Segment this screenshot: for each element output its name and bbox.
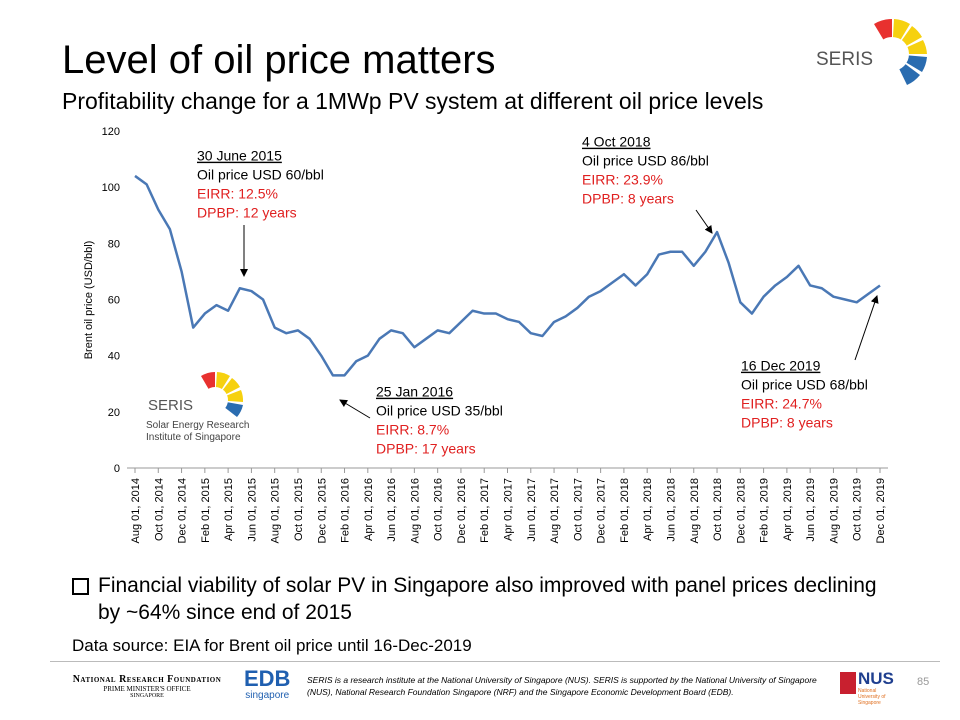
x-tick-label: Aug 01, 2016 (409, 478, 421, 543)
annotation-date: 30 June 2015 (197, 148, 282, 164)
x-tick-label: Jun 01, 2017 (526, 478, 538, 542)
footer-text: SERIS is a research institute at the Nat… (307, 675, 817, 697)
x-tick-label: Apr 01, 2019 (782, 478, 794, 541)
y-tick-label: 20 (108, 407, 120, 419)
x-tick-label: Oct 01, 2015 (293, 478, 305, 541)
slide-subtitle: Profitability change for a 1MWp PV syste… (62, 88, 764, 114)
y-tick-label: 60 (108, 295, 120, 307)
annotation-price: Oil price USD 68/bbl (741, 377, 868, 393)
x-tick-label: Apr 01, 2015 (223, 478, 235, 541)
annotation-dpbp: DPBP: 17 years (376, 441, 476, 457)
x-tick-label: Dec 01, 2018 (735, 478, 747, 543)
logo-text: SERIS (148, 397, 193, 414)
x-tick-label: Feb 01, 2019 (759, 478, 771, 543)
x-tick-label: Dec 01, 2016 (456, 478, 468, 543)
y-tick-label: 100 (102, 182, 120, 194)
annotation-price: Oil price USD 86/bbl (582, 153, 709, 169)
annotation-dpbp: DPBP: 8 years (582, 191, 674, 207)
annotation-dpbp: DPBP: 8 years (741, 415, 833, 431)
logo-text: SERIS (816, 49, 873, 70)
x-tick-label: Apr 01, 2018 (642, 478, 654, 541)
page-number: 85 (917, 676, 930, 688)
x-tick-label: Dec 01, 2017 (596, 478, 608, 543)
logo-caption: Solar Energy Research Institute of Singa… (146, 420, 250, 443)
x-tick-label: Feb 01, 2016 (340, 478, 352, 543)
x-tick-label: Oct 01, 2014 (153, 478, 165, 541)
data-source: Data source: EIA for Brent oil price unt… (72, 636, 472, 655)
nus-name: NUS (858, 669, 894, 688)
annotations: 30 June 2015 Oil price USD 60/bbl EIRR: … (197, 134, 879, 457)
x-tick-label: Dec 01, 2015 (316, 478, 328, 543)
footer-rule (50, 661, 940, 662)
x-tick-label: Apr 01, 2017 (503, 478, 515, 541)
annotation-date: 4 Oct 2018 (582, 134, 651, 150)
annotation-dpbp: DPBP: 12 years (197, 205, 297, 221)
annotation-eirr: EIRR: 24.7% (741, 396, 822, 412)
edb-name: EDB (244, 666, 291, 691)
x-tick-label: Jun 01, 2016 (386, 478, 398, 542)
x-tick-label: Jun 01, 2018 (665, 478, 677, 542)
y-tick-label: 80 (108, 238, 120, 250)
x-tick-label: Dec 01, 2019 (875, 478, 887, 543)
arrow (339, 399, 371, 419)
x-tick-label: Oct 01, 2018 (712, 478, 724, 541)
nrf-logo: National Research Foundation Prime Minis… (62, 674, 232, 699)
nus-crest (840, 672, 856, 694)
x-tick-label: Oct 01, 2016 (433, 478, 445, 541)
nrf-name: National Research Foundation (72, 674, 222, 685)
x-tick-label: Aug 01, 2018 (689, 478, 701, 543)
edb-logo: EDB singapore (244, 666, 291, 702)
price-line (134, 174, 881, 377)
x-tick-label: Feb 01, 2018 (619, 478, 631, 543)
x-tick-label: Feb 01, 2017 (479, 478, 491, 543)
arrow (854, 295, 879, 361)
x-tick-label: Jun 01, 2015 (246, 478, 258, 542)
x-tick-label: Aug 01, 2014 (130, 478, 142, 543)
slide-title: Level of oil price matters (62, 38, 496, 82)
nrf-sub: Singapore (130, 693, 164, 699)
annotation-eirr: EIRR: 23.9% (582, 172, 663, 188)
bullet-text: Financial viability of solar PV in Singa… (98, 574, 877, 624)
x-tick-label: Oct 01, 2019 (852, 478, 864, 541)
x-tick-label: Jun 01, 2019 (805, 478, 817, 542)
x-tick-label: Feb 01, 2015 (200, 478, 212, 543)
nus-sub: National University of Singapore (858, 688, 886, 706)
arrow (695, 209, 713, 234)
y-tick-label: 120 (102, 126, 120, 138)
x-tick-label: Oct 01, 2017 (572, 478, 584, 541)
nrf-sub: Prime Minister's Office (103, 685, 191, 693)
inner-logo: SERIS Solar Energy Research Institute of… (146, 372, 250, 443)
annotation-eirr: EIRR: 12.5% (197, 186, 278, 202)
x-tick-label: Aug 01, 2015 (270, 478, 282, 543)
x-tick-label: Aug 01, 2019 (828, 478, 840, 543)
x-tick-label: Dec 01, 2014 (177, 478, 189, 543)
nus-logo: NUS National University of Singapore (858, 669, 898, 707)
annotation-eirr: EIRR: 8.7% (376, 422, 449, 438)
edb-sub: singapore (245, 690, 290, 701)
chart: Brent oil price (USD/bbl) SERIS Solar En… (83, 126, 888, 543)
x-tick-label: Aug 01, 2017 (549, 478, 561, 543)
seris-logo: SERIS (816, 19, 927, 85)
y-axis-label: Brent oil price (USD/bbl) (83, 241, 95, 360)
annotation-date: 16 Dec 2019 (741, 358, 821, 374)
bullet-box (72, 578, 89, 595)
y-tick-label: 0 (114, 463, 120, 475)
annotation-price: Oil price USD 35/bbl (376, 403, 503, 419)
y-tick-label: 40 (108, 351, 120, 363)
annotation-price: Oil price USD 60/bbl (197, 167, 324, 183)
x-tick-label: Apr 01, 2016 (363, 478, 375, 541)
annotation-date: 25 Jan 2016 (376, 384, 453, 400)
